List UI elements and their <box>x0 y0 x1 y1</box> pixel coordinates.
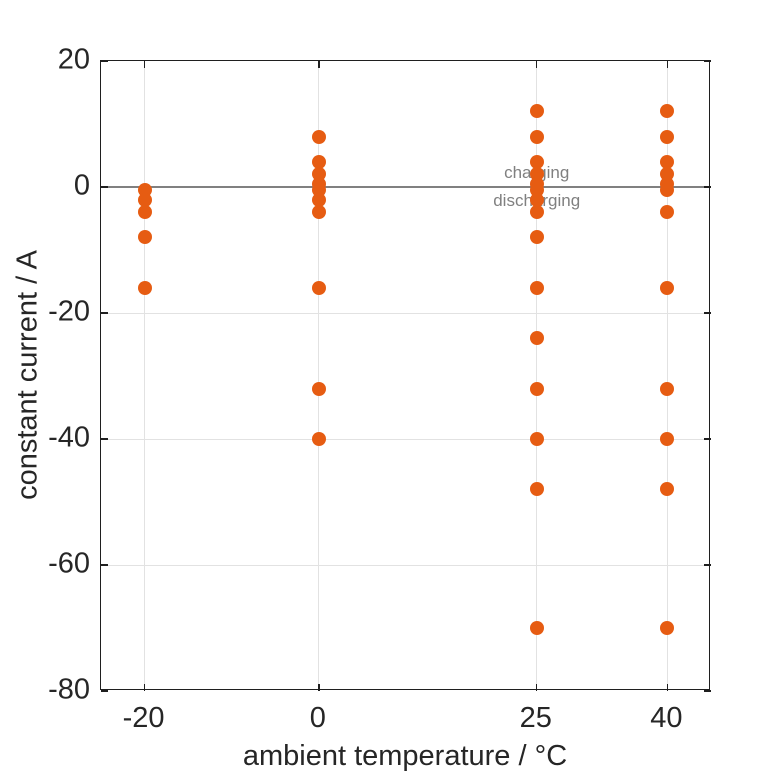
y-gridline <box>101 438 709 440</box>
data-point <box>660 432 675 446</box>
y-tick-label: -80 <box>48 673 90 706</box>
zero-current-line <box>101 186 709 188</box>
x-tick-mark <box>318 61 320 68</box>
data-point <box>660 280 675 295</box>
x-tick-label: -20 <box>122 702 165 734</box>
data-point <box>660 104 675 119</box>
y-gridline <box>101 564 709 566</box>
data-point <box>529 432 544 446</box>
y-tick-mark <box>704 312 711 314</box>
data-point <box>529 192 544 207</box>
y-tick-label: -20 <box>48 295 90 328</box>
x-tick-mark <box>143 684 146 691</box>
data-point <box>137 280 152 295</box>
data-point <box>660 183 675 198</box>
data-point <box>137 192 152 207</box>
y-tick-mark <box>101 690 108 692</box>
y-tick-mark <box>704 186 711 188</box>
x-tick-mark <box>666 684 669 691</box>
data-point <box>529 230 544 245</box>
data-point <box>311 192 326 207</box>
data-point <box>529 154 544 169</box>
data-point <box>529 205 544 220</box>
data-point <box>137 230 152 245</box>
plot-area: charging discharging <box>100 60 711 692</box>
y-axis-label: constant current / A <box>11 250 44 500</box>
y-tick-mark <box>101 564 108 566</box>
data-point <box>311 280 326 295</box>
data-point <box>660 482 675 497</box>
x-tick-mark <box>535 684 538 691</box>
y-tick-label: -60 <box>48 547 90 580</box>
data-point <box>311 432 326 446</box>
data-point <box>660 381 675 396</box>
x-gridline <box>318 61 320 689</box>
data-point <box>529 381 544 396</box>
y-tick-mark <box>704 60 711 62</box>
y-tick-mark <box>101 186 108 188</box>
x-tick-mark <box>318 684 320 691</box>
y-tick-label: 20 <box>57 43 90 76</box>
data-point <box>660 205 675 220</box>
data-point <box>311 381 326 396</box>
x-axis-label: ambient temperature / °C <box>242 740 568 772</box>
y-tick-mark <box>101 438 108 440</box>
x-tick-mark <box>535 61 538 68</box>
x-tick-label: 0 <box>309 702 326 734</box>
y-tick-label: 0 <box>73 169 90 202</box>
y-tick-mark <box>704 564 711 566</box>
x-tick-label: 40 <box>650 702 683 734</box>
x-tick-mark <box>666 61 669 68</box>
data-point <box>137 205 152 220</box>
data-point <box>529 621 544 635</box>
x-tick-mark <box>143 61 146 68</box>
x-gridline <box>536 61 538 689</box>
data-point <box>529 482 544 497</box>
data-point <box>529 280 544 295</box>
data-point <box>311 129 326 144</box>
y-tick-mark <box>101 312 108 314</box>
data-point <box>660 129 675 144</box>
data-point <box>529 129 544 144</box>
y-tick-label: -40 <box>48 421 90 454</box>
y-tick-mark <box>704 438 711 440</box>
data-point <box>311 154 326 169</box>
data-point <box>529 104 544 119</box>
data-point <box>311 205 326 220</box>
data-point <box>660 621 675 635</box>
y-tick-mark <box>704 690 711 692</box>
y-tick-mark <box>101 60 108 62</box>
x-gridline <box>144 61 146 689</box>
y-gridline <box>101 312 709 314</box>
x-tick-label: 25 <box>519 702 552 734</box>
x-gridline <box>666 61 668 689</box>
data-point <box>660 154 675 169</box>
data-point <box>529 331 544 346</box>
